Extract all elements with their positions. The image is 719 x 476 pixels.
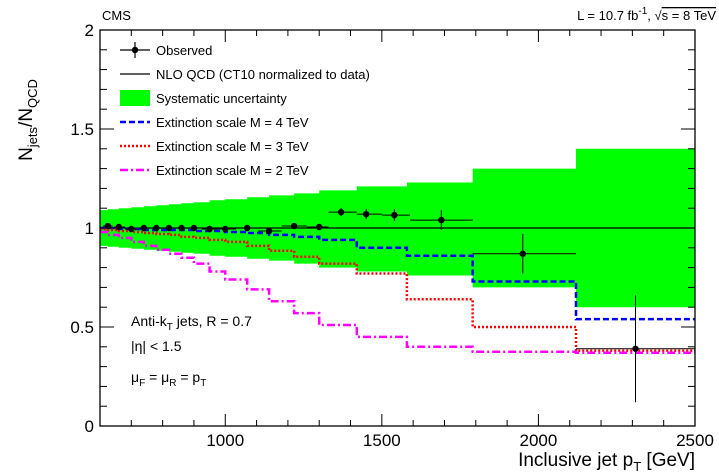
legend-m4-label: Extinction scale M = 4 TeV bbox=[156, 115, 309, 130]
observed-marker bbox=[153, 224, 160, 232]
observed-marker bbox=[222, 225, 229, 233]
observed-point bbox=[162, 224, 176, 232]
observed-point bbox=[281, 222, 307, 230]
series-m2-line bbox=[100, 230, 695, 354]
legend: Observed NLO QCD (CT10 normalized to dat… bbox=[120, 42, 370, 178]
observed-marker bbox=[243, 224, 251, 232]
legend-m2-label: Extinction scale M = 2 TeV bbox=[156, 163, 309, 178]
legend-syst-label: Systematic uncertainty bbox=[156, 91, 287, 106]
y-axis-title: Njets/NQCD bbox=[16, 79, 40, 161]
y-tick-label: 2 bbox=[85, 21, 94, 40]
observed-point bbox=[217, 225, 237, 233]
x-axis-title: Inclusive jet pT [GeV] bbox=[518, 450, 695, 474]
x-tick-label: 1000 bbox=[206, 431, 244, 450]
observed-marker bbox=[206, 225, 213, 233]
series-m4-line bbox=[100, 226, 695, 321]
legend-observed-label: Observed bbox=[156, 43, 212, 58]
observed-marker bbox=[140, 224, 148, 232]
observed-marker bbox=[165, 224, 173, 232]
x-tick-label: 1500 bbox=[363, 431, 401, 450]
y-tick-label: 1.5 bbox=[70, 120, 94, 139]
observed-point bbox=[150, 224, 163, 232]
legend-m4: Extinction scale M = 4 TeV bbox=[120, 115, 309, 130]
observed-point bbox=[576, 295, 695, 403]
observed-point bbox=[187, 224, 202, 232]
observed-marker bbox=[290, 222, 298, 230]
x-tick-label: 2000 bbox=[520, 431, 558, 450]
observed-marker bbox=[265, 227, 273, 235]
observed-marker bbox=[128, 225, 135, 233]
legend-observed: Observed bbox=[120, 42, 212, 58]
observed-point bbox=[258, 227, 282, 235]
observed-layer bbox=[103, 208, 695, 403]
legend-syst-swatch bbox=[120, 90, 150, 106]
series-m3-line bbox=[100, 227, 695, 353]
legend-nlo-label: NLO QCD (CT10 normalized to data) bbox=[156, 67, 370, 82]
observed-point bbox=[236, 224, 259, 232]
observed-marker bbox=[362, 210, 370, 218]
observed-marker bbox=[316, 223, 323, 231]
tick-layer: 1000 1500 2000 2500 0 0.5 1 1.5 2 bbox=[70, 21, 714, 450]
observed-point bbox=[114, 223, 126, 231]
observed-marker bbox=[115, 223, 122, 231]
eta-label: |η| < 1.5 bbox=[131, 338, 182, 354]
observed-point bbox=[137, 224, 151, 232]
observed-point bbox=[410, 210, 473, 230]
observed-marker bbox=[632, 345, 639, 352]
y-tick-label: 1 bbox=[85, 219, 94, 238]
legend-m3-label: Extinction scale M = 3 TeV bbox=[156, 139, 309, 154]
observed-point bbox=[125, 225, 138, 233]
observed-point bbox=[175, 224, 188, 232]
lumi-label: L = 10.7 fb-1, √s = 8 TeV bbox=[577, 6, 716, 23]
y-tick-label: 0 bbox=[85, 417, 94, 436]
x-tick-label: 2500 bbox=[676, 431, 714, 450]
observed-point bbox=[201, 225, 218, 233]
observed-point bbox=[306, 223, 329, 231]
scale-label: μF = μR = pT bbox=[131, 369, 206, 389]
legend-m3: Extinction scale M = 3 TeV bbox=[120, 139, 309, 154]
observed-marker bbox=[438, 216, 445, 224]
observed-point bbox=[381, 209, 411, 222]
legend-observed-marker bbox=[131, 46, 139, 54]
observed-point bbox=[472, 233, 576, 274]
jet-algorithm-label: Anti-kT jets, R = 0.7 bbox=[131, 313, 252, 333]
observed-marker bbox=[337, 208, 345, 216]
observed-marker bbox=[190, 224, 198, 232]
observed-point bbox=[356, 209, 382, 220]
experiment-label: CMS bbox=[102, 8, 131, 23]
y-tick-label: 0.5 bbox=[70, 318, 94, 337]
observed-point bbox=[328, 208, 357, 217]
legend-nlo: NLO QCD (CT10 normalized to data) bbox=[120, 67, 370, 82]
observed-marker bbox=[391, 211, 398, 219]
legend-m2: Extinction scale M = 2 TeV bbox=[120, 163, 309, 178]
observed-marker bbox=[178, 224, 185, 232]
legend-syst: Systematic uncertainty bbox=[120, 90, 287, 106]
observed-marker bbox=[519, 250, 526, 257]
